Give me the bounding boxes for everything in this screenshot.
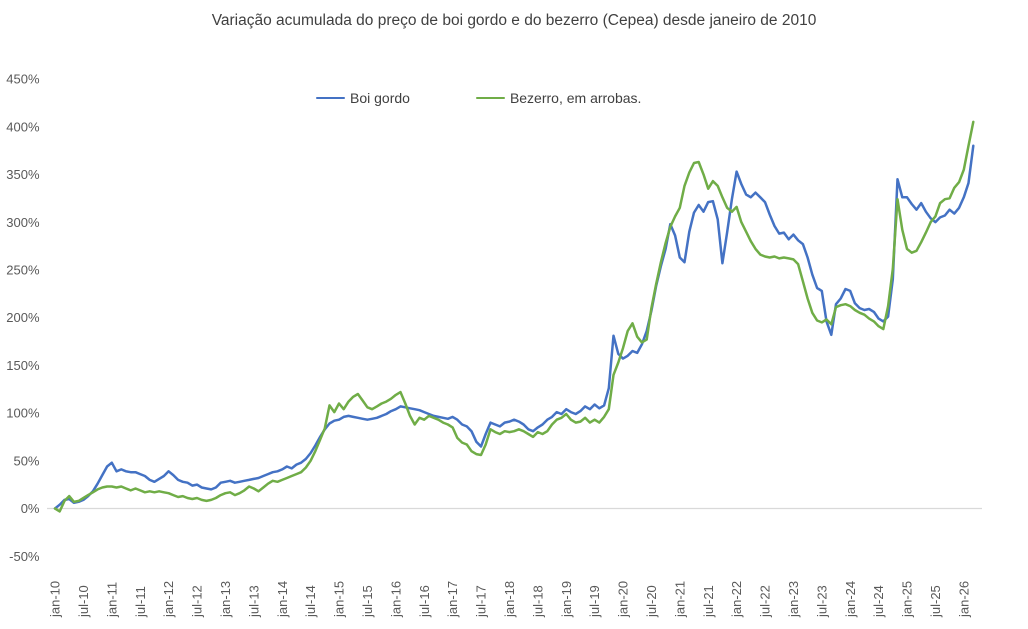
x-axis-tick-label: jul-14: [303, 585, 318, 618]
y-axis-tick-label: 450%: [6, 72, 40, 87]
x-axis-tick-label: jul-18: [530, 585, 545, 618]
series-line-boi-gordo: [53, 144, 975, 510]
x-axis-tick-label: jan-25: [900, 581, 915, 618]
y-axis-tick-label: 200%: [6, 310, 40, 325]
x-axis-tick-label: jul-25: [928, 585, 943, 618]
x-axis-tick-label: jul-10: [76, 585, 91, 618]
x-axis-tick-label: jul-13: [246, 585, 261, 618]
legend-line-swatch: [475, 96, 505, 100]
y-axis-tick-label: 250%: [6, 262, 40, 277]
x-axis-tick-label: jan-22: [729, 581, 744, 618]
legend-label: Bezerro, em arrobas.: [509, 90, 642, 106]
x-axis-tick-label: jul-19: [587, 585, 602, 618]
chart-legend: Boi gordo Bezerro, em arrobas.: [316, 90, 641, 106]
x-axis-tick-label: jan-21: [672, 581, 687, 618]
x-axis-tick-label: jul-23: [814, 585, 829, 618]
x-axis-tick-label: jul-17: [474, 585, 489, 618]
x-axis-tick-label: jan-23: [786, 581, 801, 618]
x-axis-tick-label: jan-14: [275, 581, 290, 618]
x-axis-tick-label: jan-18: [502, 581, 517, 618]
y-axis-tick-label: 50%: [13, 453, 39, 468]
x-axis-tick-label: jul-16: [417, 585, 432, 618]
y-axis-tick-label: 150%: [6, 358, 40, 373]
series-line-bezerro-em-arrobas: [53, 120, 975, 513]
x-axis-tick-label: jan-17: [445, 581, 460, 618]
x-axis-tick-label: jan-26: [956, 581, 971, 618]
chart-title: Variação acumulada do preço de boi gordo…: [211, 12, 817, 29]
y-axis-tick-label: 350%: [6, 167, 40, 182]
legend-item: Boi gordo: [316, 90, 410, 106]
x-axis-tick-label: jul-12: [190, 585, 205, 618]
y-axis-tick-label: -50%: [9, 549, 40, 564]
legend-item: Bezerro, em arrobas.: [475, 90, 642, 106]
x-axis-tick-label: jan-16: [388, 581, 403, 618]
x-axis-tick-label: jan-24: [843, 581, 858, 618]
x-axis-tick-label: jan-12: [161, 581, 176, 618]
legend-line-swatch: [316, 96, 345, 100]
y-axis-tick-label: 300%: [6, 215, 40, 230]
x-axis-tick-label: jan-13: [218, 581, 233, 618]
y-axis-tick-label: 100%: [6, 406, 40, 421]
y-axis-tick-label: 0%: [21, 501, 40, 516]
x-axis-tick-label: jul-22: [758, 585, 773, 618]
x-axis-tick-label: jan-15: [332, 581, 347, 618]
x-axis-tick-label: jul-21: [701, 585, 716, 618]
legend-label: Boi gordo: [350, 90, 410, 106]
y-axis-tick-label: 400%: [6, 119, 40, 134]
x-axis-tick-label: jul-20: [644, 585, 659, 618]
x-axis-tick-label: jan-19: [559, 581, 574, 618]
x-axis-tick-label: jan-11: [104, 582, 119, 618]
x-axis-tick-label: jan-20: [616, 581, 631, 618]
x-axis-tick-label: jul-24: [871, 585, 886, 618]
x-axis-tick-label: jan-10: [48, 581, 63, 618]
x-axis-tick-label: jul-11: [133, 586, 148, 618]
x-axis-tick-label: jul-15: [360, 585, 375, 618]
